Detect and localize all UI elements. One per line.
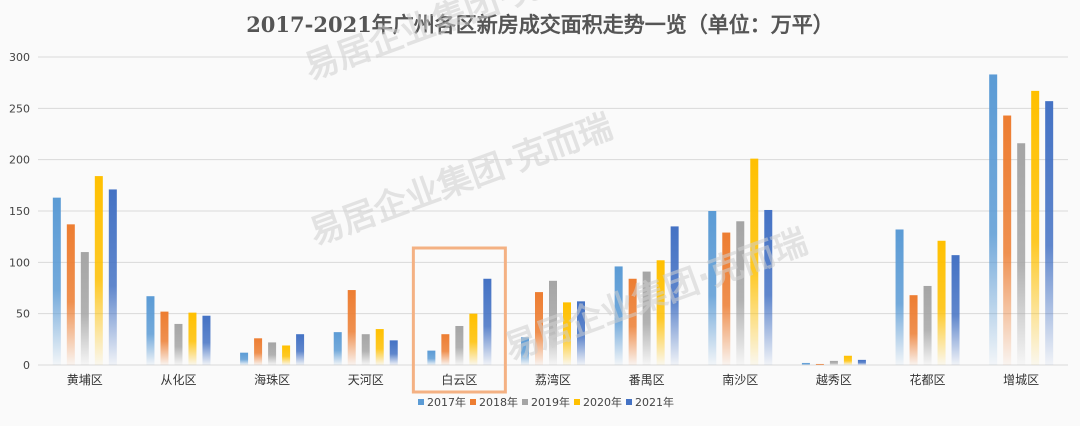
bar bbox=[389, 340, 398, 365]
bar bbox=[829, 360, 838, 365]
bar bbox=[108, 189, 117, 365]
y-axis: 0 50 100 150 200 250 300 bbox=[9, 51, 30, 372]
legend-label: 2021年 bbox=[635, 395, 674, 409]
bar bbox=[347, 290, 356, 365]
x-tick-label: 越秀区 bbox=[816, 373, 852, 387]
bar bbox=[160, 311, 169, 365]
bar bbox=[989, 74, 998, 365]
bar bbox=[642, 271, 651, 365]
bar bbox=[549, 280, 557, 365]
x-tick-label: 番禺区 bbox=[629, 373, 665, 387]
bar bbox=[146, 296, 155, 365]
y-tick-label: 100 bbox=[9, 256, 30, 269]
x-tick-label: 南沙区 bbox=[722, 372, 758, 387]
x-tick-label: 花都区 bbox=[910, 372, 946, 387]
bar bbox=[521, 337, 529, 365]
bar bbox=[614, 266, 623, 365]
bar bbox=[857, 359, 866, 365]
x-axis: 黄埔区 从化区 海珠区 天河区 白云区 荔湾区 番禺区 南沙区 越秀区 花都区 增城区 bbox=[67, 372, 1039, 387]
bar bbox=[670, 226, 679, 365]
bar bbox=[801, 362, 810, 365]
bar bbox=[427, 350, 436, 365]
x-tick-label: 增城区 bbox=[1003, 373, 1039, 387]
bar bbox=[1017, 143, 1026, 365]
bar bbox=[66, 224, 75, 365]
y-tick-label: 300 bbox=[9, 51, 30, 64]
bar bbox=[535, 292, 543, 365]
legend-swatch bbox=[626, 399, 632, 405]
legend-label: 2018年 bbox=[479, 395, 518, 409]
x-tick-label: 荔湾区 bbox=[535, 372, 571, 387]
bar bbox=[202, 315, 211, 365]
bar bbox=[909, 295, 918, 365]
x-tick-label: 天河区 bbox=[348, 373, 384, 387]
y-tick-label: 150 bbox=[9, 205, 30, 218]
y-tick-label: 50 bbox=[16, 308, 30, 321]
x-tick-label: 从化区 bbox=[160, 373, 196, 387]
bar bbox=[254, 338, 263, 365]
bar bbox=[282, 345, 291, 365]
bar bbox=[951, 255, 960, 365]
y-tick-label: 250 bbox=[9, 102, 30, 115]
bar bbox=[843, 355, 852, 365]
legend: 2017年 2018年 2019年 2020年 2021年 bbox=[418, 395, 674, 409]
legend-swatch bbox=[470, 399, 476, 405]
bar bbox=[577, 301, 585, 365]
bar bbox=[1045, 101, 1054, 365]
x-tick-label: 白云区 bbox=[441, 372, 477, 387]
bar bbox=[455, 325, 464, 365]
bar bbox=[80, 252, 89, 365]
bar bbox=[240, 352, 249, 365]
bar bbox=[296, 334, 305, 365]
legend-label: 2017年 bbox=[427, 395, 466, 409]
bar bbox=[708, 211, 717, 365]
bar bbox=[563, 302, 571, 365]
x-tick-label: 海珠区 bbox=[254, 372, 290, 387]
bar bbox=[1003, 115, 1012, 366]
bar bbox=[937, 240, 946, 365]
bar bbox=[656, 260, 665, 365]
bar bbox=[268, 342, 277, 365]
bar bbox=[94, 176, 103, 365]
highlight bbox=[411, 246, 507, 394]
bar bbox=[750, 158, 759, 365]
bar bbox=[188, 312, 197, 365]
watermark-text: 易居企业集团·克而瑞 bbox=[304, 107, 617, 254]
chart-title: 2017-2021年广州各区新房成交面积走势一览（单位：万平） bbox=[246, 12, 834, 37]
bar bbox=[895, 229, 904, 365]
legend-label: 2020年 bbox=[583, 395, 622, 409]
legend-label: 2019年 bbox=[531, 395, 570, 409]
bar bbox=[764, 209, 773, 365]
grid bbox=[38, 56, 1068, 366]
bar bbox=[174, 323, 183, 365]
legend-swatch bbox=[418, 399, 424, 405]
bar bbox=[52, 197, 61, 365]
bar bbox=[628, 278, 637, 365]
bar bbox=[469, 313, 478, 365]
bar bbox=[923, 285, 932, 365]
y-tick-label: 0 bbox=[23, 359, 30, 372]
y-tick-label: 200 bbox=[9, 154, 30, 167]
bar bbox=[736, 221, 745, 365]
bar bbox=[361, 334, 370, 365]
bars bbox=[52, 74, 1054, 366]
bar bbox=[375, 329, 384, 365]
bar bbox=[333, 332, 342, 365]
bar bbox=[441, 334, 450, 365]
x-tick-label: 黄埔区 bbox=[67, 373, 103, 387]
bar bbox=[483, 278, 492, 365]
legend-swatch bbox=[522, 399, 528, 405]
bar bbox=[1031, 90, 1040, 365]
bar bbox=[815, 363, 824, 365]
highlight-box bbox=[411, 246, 507, 394]
legend-swatch bbox=[574, 399, 580, 405]
bar bbox=[722, 232, 731, 365]
